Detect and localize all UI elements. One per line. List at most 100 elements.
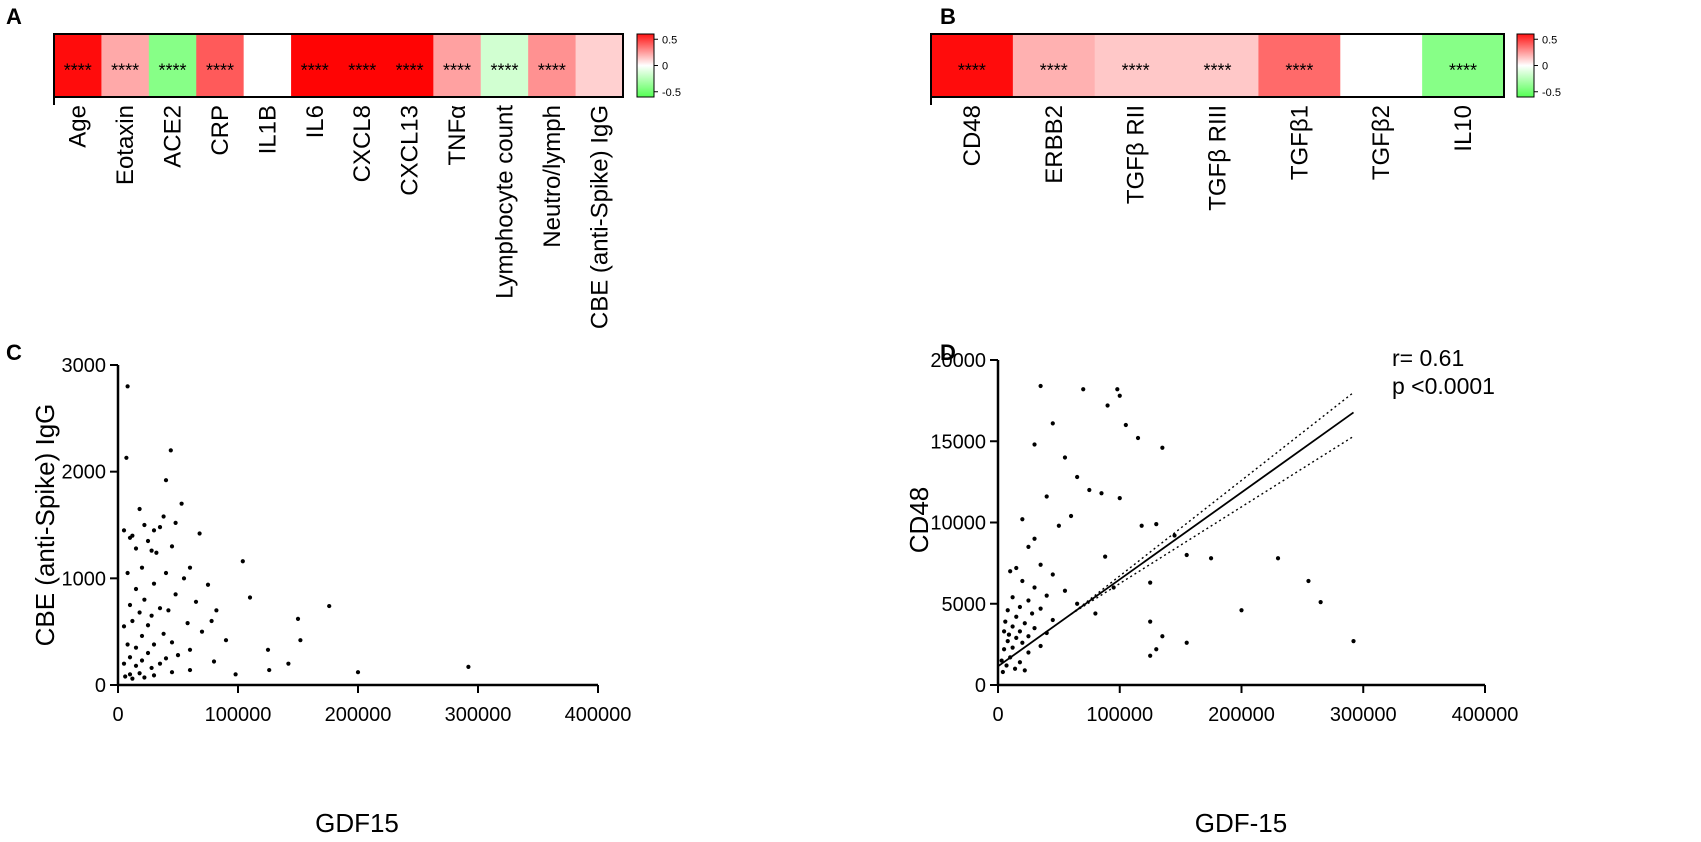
data-point [1014, 635, 1019, 640]
category-label: TGFβ2 [1368, 105, 1395, 180]
data-point [163, 570, 169, 576]
heat-cell [1258, 34, 1341, 97]
colorbar-gradient [1516, 33, 1535, 98]
data-point [1005, 639, 1010, 644]
heatmap-frame [930, 33, 1505, 98]
heat-cell [196, 34, 245, 97]
significance-label: **** [396, 61, 424, 81]
data-point [161, 631, 166, 636]
heat-cell [385, 34, 434, 97]
heat-cell [1094, 34, 1178, 97]
category-label: IL6 [302, 105, 329, 138]
colorbar-tick-label: -0.5 [662, 87, 681, 99]
significance-label: **** [301, 61, 329, 81]
heat-cell [291, 34, 339, 97]
data-point [1087, 487, 1092, 493]
heat-cell [1176, 34, 1259, 97]
heat-cell [101, 34, 150, 97]
data-point [1044, 494, 1049, 499]
data-point [127, 535, 133, 540]
category-label: TGFβ1 [1286, 105, 1313, 180]
data-point [1017, 604, 1023, 610]
panel-label-a: A [6, 4, 22, 29]
x-tick-label: 300000 [445, 704, 512, 726]
data-point [205, 582, 211, 587]
data-point [1184, 640, 1189, 645]
data-point [1050, 572, 1055, 577]
data-point [169, 640, 175, 645]
data-point [187, 647, 193, 652]
data-point [127, 672, 133, 677]
y-tick-label: 20000 [930, 350, 986, 372]
data-point [1020, 578, 1025, 584]
data-point [286, 661, 291, 666]
colorbar-tick-label: 0.5 [662, 34, 677, 46]
data-point [999, 658, 1004, 663]
data-point [1022, 621, 1027, 626]
data-point [169, 544, 175, 549]
data-point [121, 661, 127, 666]
significance-label: **** [111, 61, 139, 81]
data-point [168, 448, 173, 453]
data-point [139, 658, 145, 663]
data-point [1010, 624, 1015, 629]
data-point [265, 647, 271, 652]
data-point [137, 610, 142, 615]
data-point [125, 570, 130, 576]
panel-label-c: C [6, 340, 22, 365]
data-point [199, 629, 205, 634]
data-point [1275, 556, 1281, 561]
data-point [327, 603, 332, 609]
data-point [1032, 585, 1037, 590]
significance-label: **** [159, 61, 187, 81]
data-point [137, 671, 142, 676]
data-point [185, 621, 190, 626]
heat-cell [931, 34, 1014, 97]
significance-label: **** [1449, 61, 1477, 81]
data-point [1020, 517, 1025, 522]
data-point [1005, 608, 1010, 613]
data-point [1075, 474, 1080, 480]
panel-label-d: D [940, 340, 956, 365]
data-point [149, 548, 154, 553]
data-point [1032, 442, 1037, 447]
data-point [1014, 614, 1019, 619]
significance-label: **** [538, 61, 566, 81]
annotation-p: p <0.0001 [1392, 373, 1495, 399]
data-point [295, 616, 301, 621]
panel-label-b: B [940, 4, 956, 29]
colorbar-b: 0.5 0 -0.5 [1516, 33, 1561, 99]
significance-label: **** [64, 61, 92, 81]
scatter-c-ylabel: CBE (anti-Spike) IgG [30, 404, 60, 647]
data-point [240, 559, 245, 564]
heat-cell [338, 34, 387, 97]
heat-cell [1012, 34, 1096, 97]
colorbar-tick-label: -0.5 [1542, 87, 1561, 99]
data-point [1001, 629, 1007, 634]
significance-label: **** [1285, 61, 1313, 81]
x-tick-label: 400000 [565, 704, 632, 726]
data-point [125, 642, 130, 647]
heat-cell [1340, 34, 1423, 97]
heat-cell [433, 34, 482, 97]
annotation-r: r= 0.61 [1392, 345, 1464, 371]
data-point [157, 661, 163, 666]
data-point [1093, 611, 1098, 616]
data-point [1154, 522, 1159, 527]
data-point [157, 606, 163, 611]
category-label: ERBB2 [1041, 105, 1068, 184]
category-label: Age [65, 105, 92, 148]
data-point [1050, 421, 1055, 426]
data-point [137, 506, 142, 512]
data-point [1026, 650, 1031, 655]
data-point [142, 522, 147, 528]
scatter-c: GDF15 CBE (anti-Spike) IgG 0 100000 200000… [30, 355, 631, 838]
data-point [233, 672, 238, 677]
data-point [1075, 601, 1080, 606]
data-point [1154, 647, 1159, 652]
heat-cell [1422, 34, 1505, 97]
data-point [151, 673, 157, 678]
y-tick-label: 3000 [62, 355, 107, 377]
data-point [1026, 598, 1031, 603]
